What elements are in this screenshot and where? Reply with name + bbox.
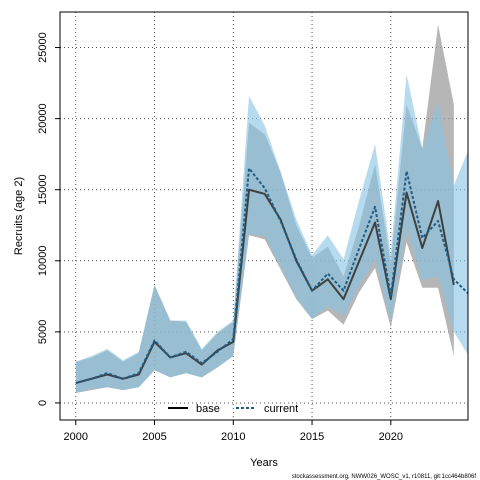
y-tick-label: 15000	[37, 174, 49, 205]
x-tick-label: 2005	[142, 431, 166, 443]
legend: base current	[168, 403, 298, 415]
y-axis-title: Recruits (age 2)	[13, 177, 25, 255]
x-tick-label: 2000	[64, 431, 88, 443]
series-lines	[75, 167, 468, 385]
base-legend-label: base	[196, 403, 220, 415]
x-tick-label: 2015	[300, 431, 324, 443]
x-tick-label: 2010	[221, 431, 245, 443]
y-tick-label: 20000	[37, 103, 49, 134]
grid	[60, 12, 468, 420]
confidence-bands	[75, 24, 468, 393]
footer-source: stockassessment.org, NWW026_WOSC_v1, r10…	[292, 474, 477, 480]
y-tick-label: 0	[37, 400, 49, 406]
y-tick-label: 5000	[37, 320, 49, 344]
y-tick-label: 25000	[37, 32, 49, 63]
y-axis: 0 5000 10000 15000 20000 25000	[37, 32, 60, 406]
y-tick-label: 10000	[37, 245, 49, 276]
x-axis: 2000 2005 2010 2015 2020	[64, 420, 403, 443]
x-axis-title: Years	[250, 457, 278, 469]
x-tick-label: 2020	[379, 431, 403, 443]
current-confidence-band	[75, 74, 468, 393]
current-line	[75, 167, 468, 385]
base-line	[75, 188, 455, 385]
current-legend-label: current	[264, 403, 298, 415]
plot-frame	[59, 11, 469, 421]
